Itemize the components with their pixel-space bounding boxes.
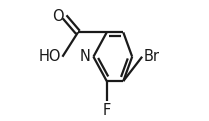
Text: O: O — [52, 9, 64, 24]
Text: F: F — [103, 103, 111, 118]
Text: N: N — [80, 49, 91, 64]
Text: Br: Br — [143, 49, 159, 64]
Text: HO: HO — [39, 49, 61, 64]
